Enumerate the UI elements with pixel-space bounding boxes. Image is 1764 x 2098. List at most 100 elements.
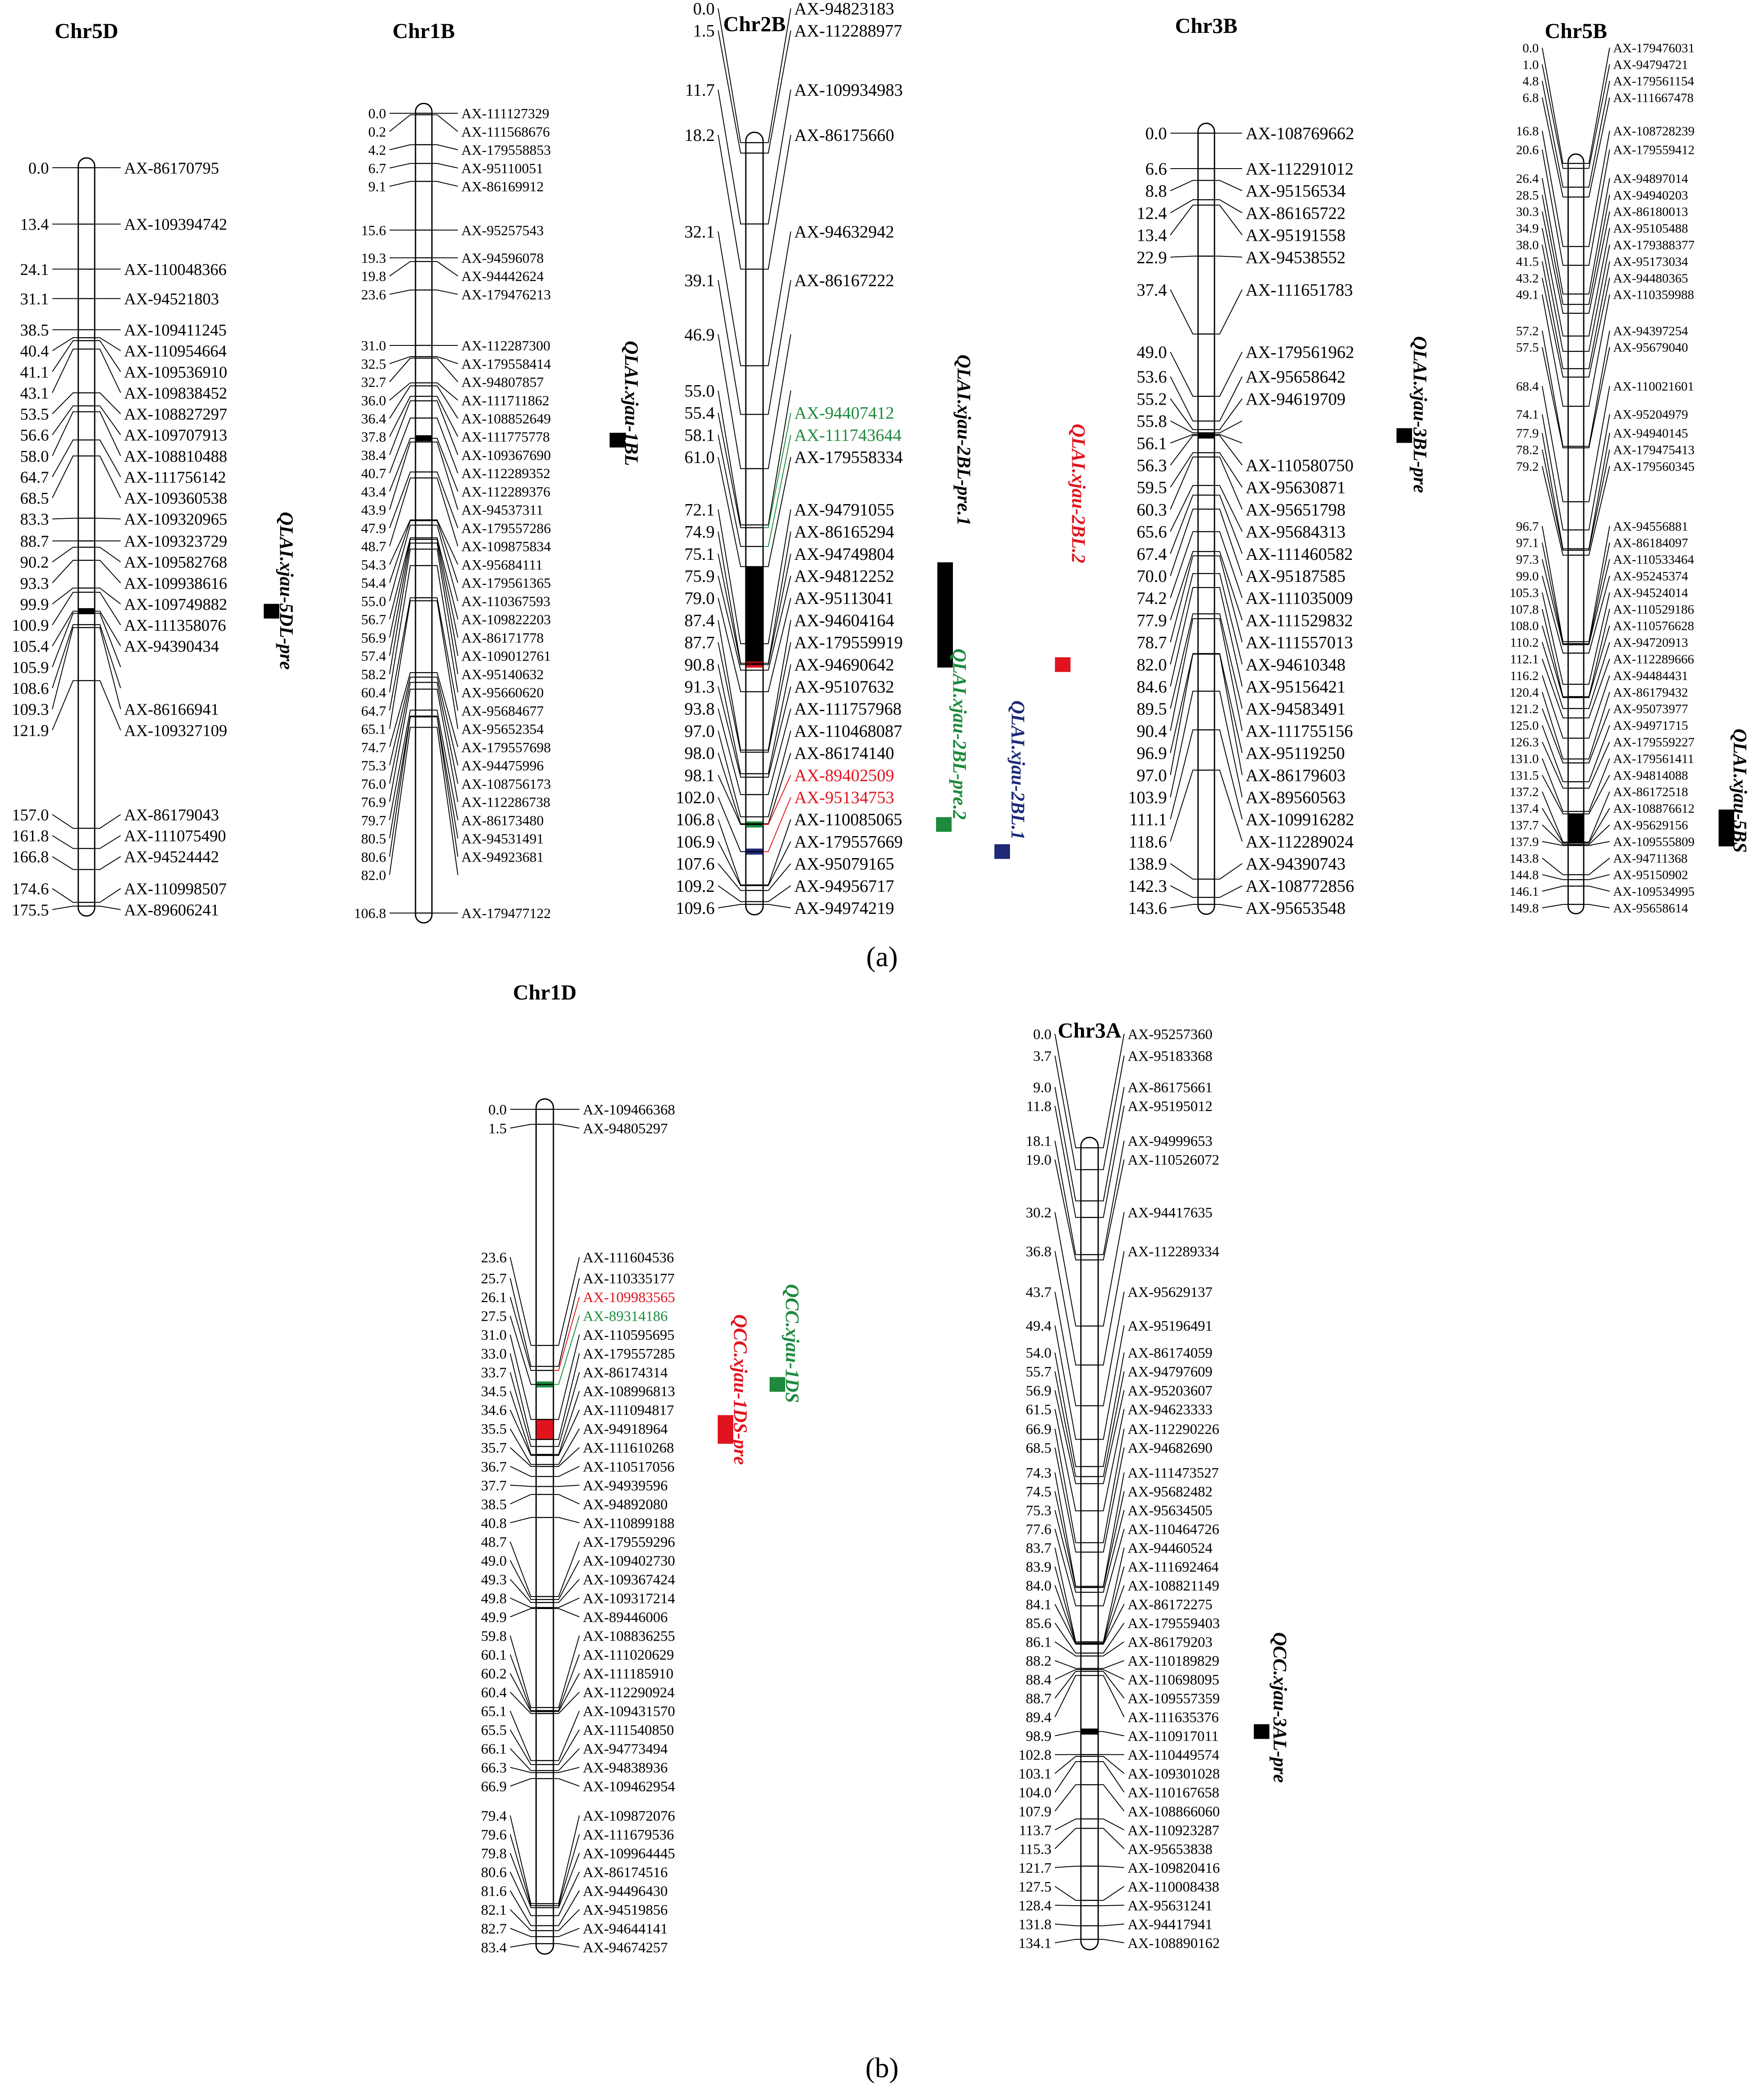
- chr1b-position-leader: [389, 437, 415, 492]
- chr2b-marker-label: AX-95113041: [794, 588, 894, 608]
- chr5d-marker-label: AX-86166941: [124, 701, 219, 719]
- chr2b-position-leader: [718, 863, 746, 891]
- chr3b-position-leader: [1170, 180, 1198, 192]
- chr1b-marker-label: AX-179557286: [461, 521, 551, 536]
- chr5b-position-label: 97.1: [1516, 536, 1539, 550]
- chr5d-marker-leader: [95, 610, 121, 646]
- chr1d-title: Chr1D: [513, 980, 576, 1004]
- chr5d-qtl-label-0: QLAI.xjau-5DL-pre: [276, 512, 297, 670]
- chr3a-marker-leader: [1098, 1409, 1125, 1511]
- chr3a-marker-label: AX-95653838: [1128, 1841, 1212, 1857]
- chr5d-position-leader: [52, 906, 78, 910]
- chr5d-position-leader: [52, 680, 78, 731]
- chr2b-position-label: 61.0: [684, 447, 715, 467]
- chr2b-marker-label: AX-111757968: [794, 699, 901, 718]
- chr1b-marker-label: AX-109012761: [461, 649, 551, 664]
- chr2b-marker-leader: [763, 686, 791, 778]
- chr5b-position-label: 38.0: [1516, 238, 1539, 252]
- chr2b-qtl-label-2: QLAI.xjau-2BL-pre.2: [949, 648, 970, 820]
- chr5b-position-leader: [1542, 708, 1568, 763]
- chr1b-position-label: 56.7: [361, 612, 386, 628]
- chr1b-marker-label: AX-109822203: [461, 612, 551, 628]
- chr1b-position-label: 74.7: [361, 740, 386, 756]
- chr2b-position-label: 0.0: [693, 0, 715, 18]
- chr5b-group: Chr5B 0.0 AX-179476031 1.0 AX-94794721 4.8 AX-…: [1510, 19, 1751, 916]
- chr3a-position-leader: [1055, 1390, 1081, 1484]
- chr2b-marker-leader: [763, 904, 791, 908]
- chr5b-position-label: 97.3: [1516, 552, 1539, 567]
- chr3a-position-label: 134.1: [1019, 1935, 1052, 1951]
- chr3b-marker-label: AX-111035009: [1246, 588, 1353, 608]
- chr2b-marker-leader: [763, 30, 791, 154]
- chr3a-marker-label: AX-95631241: [1128, 1898, 1212, 1914]
- chr3b-marker-label: AX-95191558: [1246, 226, 1345, 245]
- chr5b-marker-label: AX-94897014: [1613, 172, 1688, 186]
- chr3a-marker-label: AX-86179203: [1128, 1635, 1212, 1651]
- chr2b-marker-label: AX-95107632: [794, 677, 894, 696]
- chr1b-marker-leader: [432, 520, 458, 583]
- chr3b-marker-label: AX-111755156: [1246, 721, 1353, 741]
- chr1d-position-label: 23.6: [481, 1250, 507, 1266]
- chr3b-marker-label: AX-108772856: [1246, 876, 1354, 896]
- chr1b-position-leader: [389, 181, 415, 187]
- chr1b-position-label: 40.7: [361, 466, 386, 482]
- chr3a-position-label: 128.4: [1019, 1898, 1052, 1914]
- chr1d-position-label: 65.5: [481, 1722, 507, 1738]
- chr5b-marker-leader: [1584, 178, 1610, 295]
- chr5b-position-leader: [1542, 386, 1568, 502]
- chr3b-position-leader: [1170, 863, 1198, 880]
- chr1b-position-leader: [389, 597, 415, 711]
- chr1d-marker-label: AX-111185910: [583, 1666, 674, 1682]
- chr3a-marker-leader: [1098, 1923, 1125, 1926]
- chr1b-marker-leader: [432, 144, 458, 150]
- chr3a-marker-label: AX-95257360: [1128, 1026, 1212, 1042]
- chr3a-position-label: 115.3: [1019, 1841, 1051, 1857]
- chr1d-position-label: 34.6: [481, 1402, 507, 1418]
- chr5b-position-leader: [1542, 244, 1568, 352]
- chr1d-marker-label: AX-94892080: [583, 1497, 668, 1513]
- chr2b-marker-label: AX-94407412: [794, 403, 894, 423]
- chr3a-position-leader: [1055, 1087, 1081, 1201]
- chr5b-marker-leader: [1584, 244, 1610, 352]
- chr5d-position-label: 157.0: [12, 806, 49, 824]
- chr1d-position-leader: [510, 1928, 536, 1937]
- chr1d-position-label: 27.5: [481, 1309, 507, 1325]
- chr1d-position-leader: [510, 1560, 536, 1600]
- chr5d-position-leader: [52, 814, 78, 829]
- chr1b-marker-leader: [432, 261, 458, 277]
- chr2b-position-leader: [718, 434, 746, 547]
- chr3a-position-leader: [1055, 1034, 1081, 1148]
- chr3a-marker-leader: [1098, 1034, 1125, 1148]
- chr3b-marker-leader: [1214, 289, 1243, 335]
- chr1d-marker-leader: [553, 1391, 580, 1455]
- chr5d-position-leader: [52, 405, 78, 435]
- chr1b-marker-leader: [432, 600, 458, 729]
- chr3a-position-leader: [1055, 1371, 1081, 1477]
- chr3a-marker-label: AX-110464726: [1128, 1521, 1219, 1537]
- chr2b-position-leader: [718, 753, 746, 824]
- chr2b-marker-label: AX-179559919: [794, 633, 903, 652]
- chr1d-marker-label: AX-109872076: [583, 1808, 675, 1824]
- chr1b-position-label: 43.4: [361, 484, 386, 500]
- chr3b-position-label: 56.3: [1137, 456, 1167, 475]
- chr3a-marker-leader: [1098, 1761, 1125, 1793]
- chr5d-marker-leader: [95, 835, 121, 849]
- chr3a-marker-leader: [1098, 1325, 1125, 1440]
- chr1b-position-label: 65.1: [361, 722, 386, 738]
- chr1d-marker-leader: [553, 1815, 580, 1904]
- chr3a-position-label: 68.5: [1026, 1440, 1052, 1456]
- chr5d-marker-label: AX-111075490: [124, 827, 226, 845]
- chr3a-marker-label: AX-179559403: [1128, 1616, 1220, 1632]
- chr5b-marker-label: AX-94720913: [1613, 635, 1688, 650]
- chr5d-marker-label: AX-110998507: [124, 880, 227, 898]
- chr1b-marker-label: AX-110367593: [461, 594, 550, 610]
- chr5b-marker-leader: [1584, 195, 1610, 305]
- chr3a-position-leader: [1055, 1669, 1081, 1680]
- chr1d-marker-label: AX-112290924: [583, 1685, 674, 1701]
- chr5d-marker-label: AX-109536910: [124, 363, 227, 381]
- chr2b-position-leader: [718, 819, 746, 885]
- chr1d-marker-label: AX-94773494: [583, 1741, 668, 1757]
- chr3a-position-label: 36.8: [1026, 1244, 1052, 1260]
- chr5d-marker-label: AX-86179043: [124, 806, 219, 824]
- chr3b-position-leader: [1170, 770, 1198, 842]
